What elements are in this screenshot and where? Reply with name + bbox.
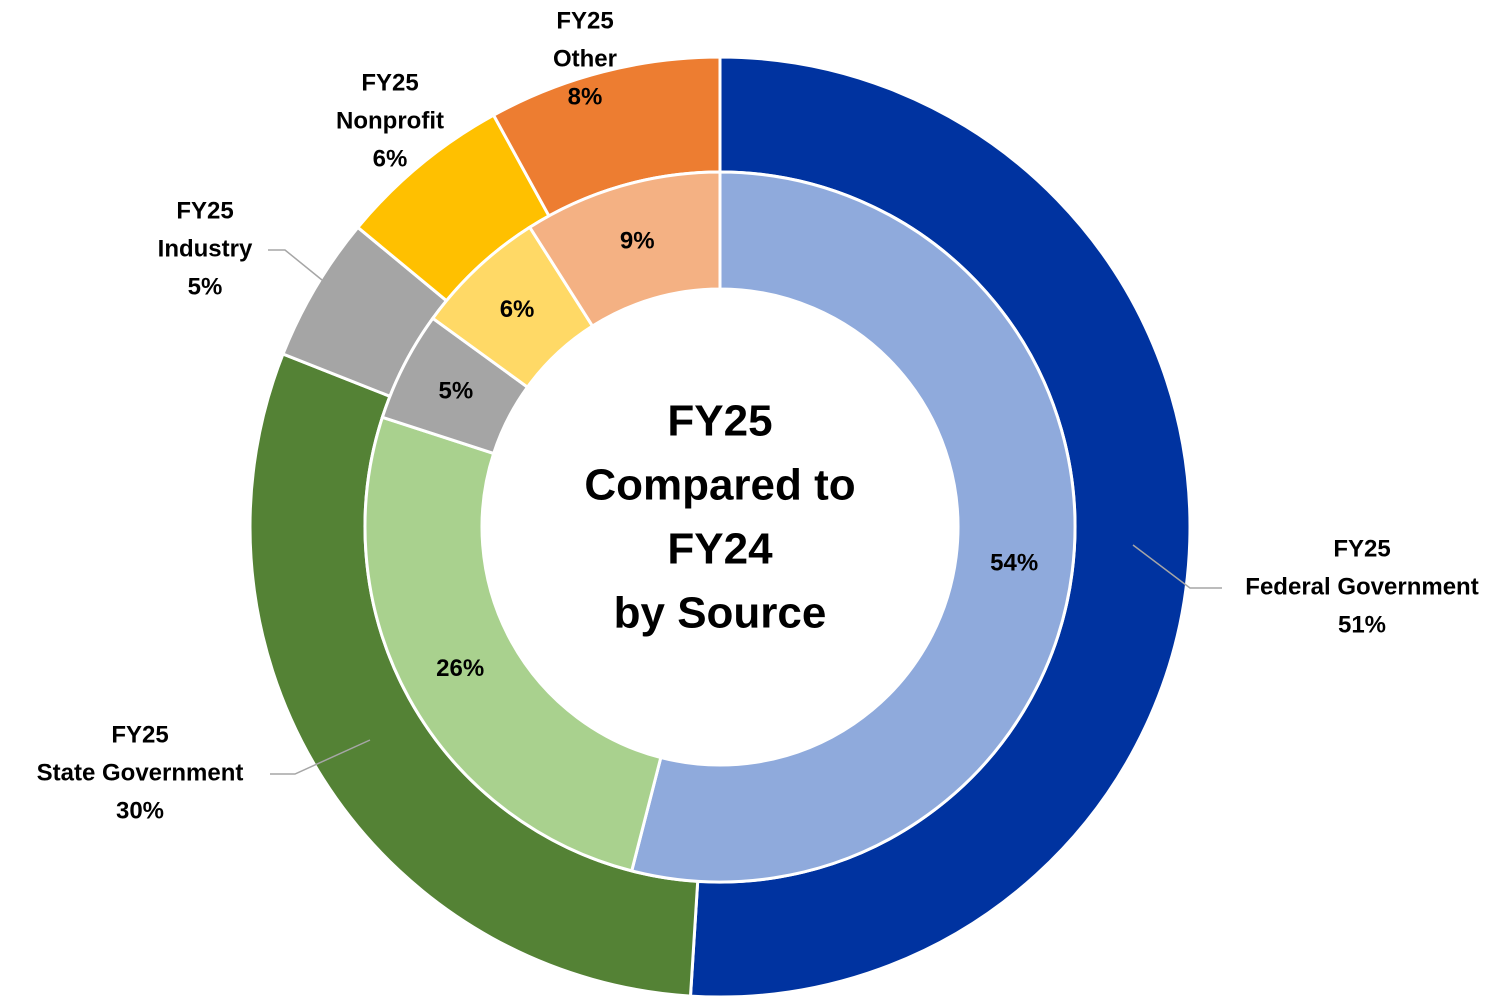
data-label-category: Federal Government xyxy=(1245,573,1478,600)
data-label: 8% xyxy=(568,83,603,110)
data-label-series: FY25 xyxy=(176,197,233,224)
chart-title: FY24 xyxy=(667,525,773,574)
leader-line xyxy=(270,739,371,775)
data-label-category: Industry xyxy=(158,235,253,262)
data-label: 6% xyxy=(500,296,535,323)
data-label: 51% xyxy=(1338,611,1386,638)
donut-slice xyxy=(629,170,1077,884)
data-label-category: State Government xyxy=(37,759,244,786)
donut-slice xyxy=(527,170,722,329)
data-label-category: Nonprofit xyxy=(336,107,444,134)
data-label: 30% xyxy=(116,797,164,824)
data-label: 9% xyxy=(620,228,655,255)
data-label-series: FY25 xyxy=(556,7,613,34)
leader-line xyxy=(268,249,323,281)
data-label: 6% xyxy=(373,145,408,172)
data-label-series: FY25 xyxy=(361,69,418,96)
data-label-series: FY25 xyxy=(1333,535,1390,562)
data-label: 54% xyxy=(990,550,1038,577)
leader-line xyxy=(1132,544,1222,589)
data-label: 5% xyxy=(438,378,473,405)
chart-title: by Source xyxy=(614,589,827,638)
data-label-category: Other xyxy=(553,45,617,72)
data-label: 26% xyxy=(436,655,484,682)
chart-title: FY25 xyxy=(667,397,772,446)
donut-slice xyxy=(363,415,663,873)
chart-title: Compared to xyxy=(584,461,855,510)
data-label: 5% xyxy=(188,273,223,300)
data-label-series: FY25 xyxy=(111,721,168,748)
